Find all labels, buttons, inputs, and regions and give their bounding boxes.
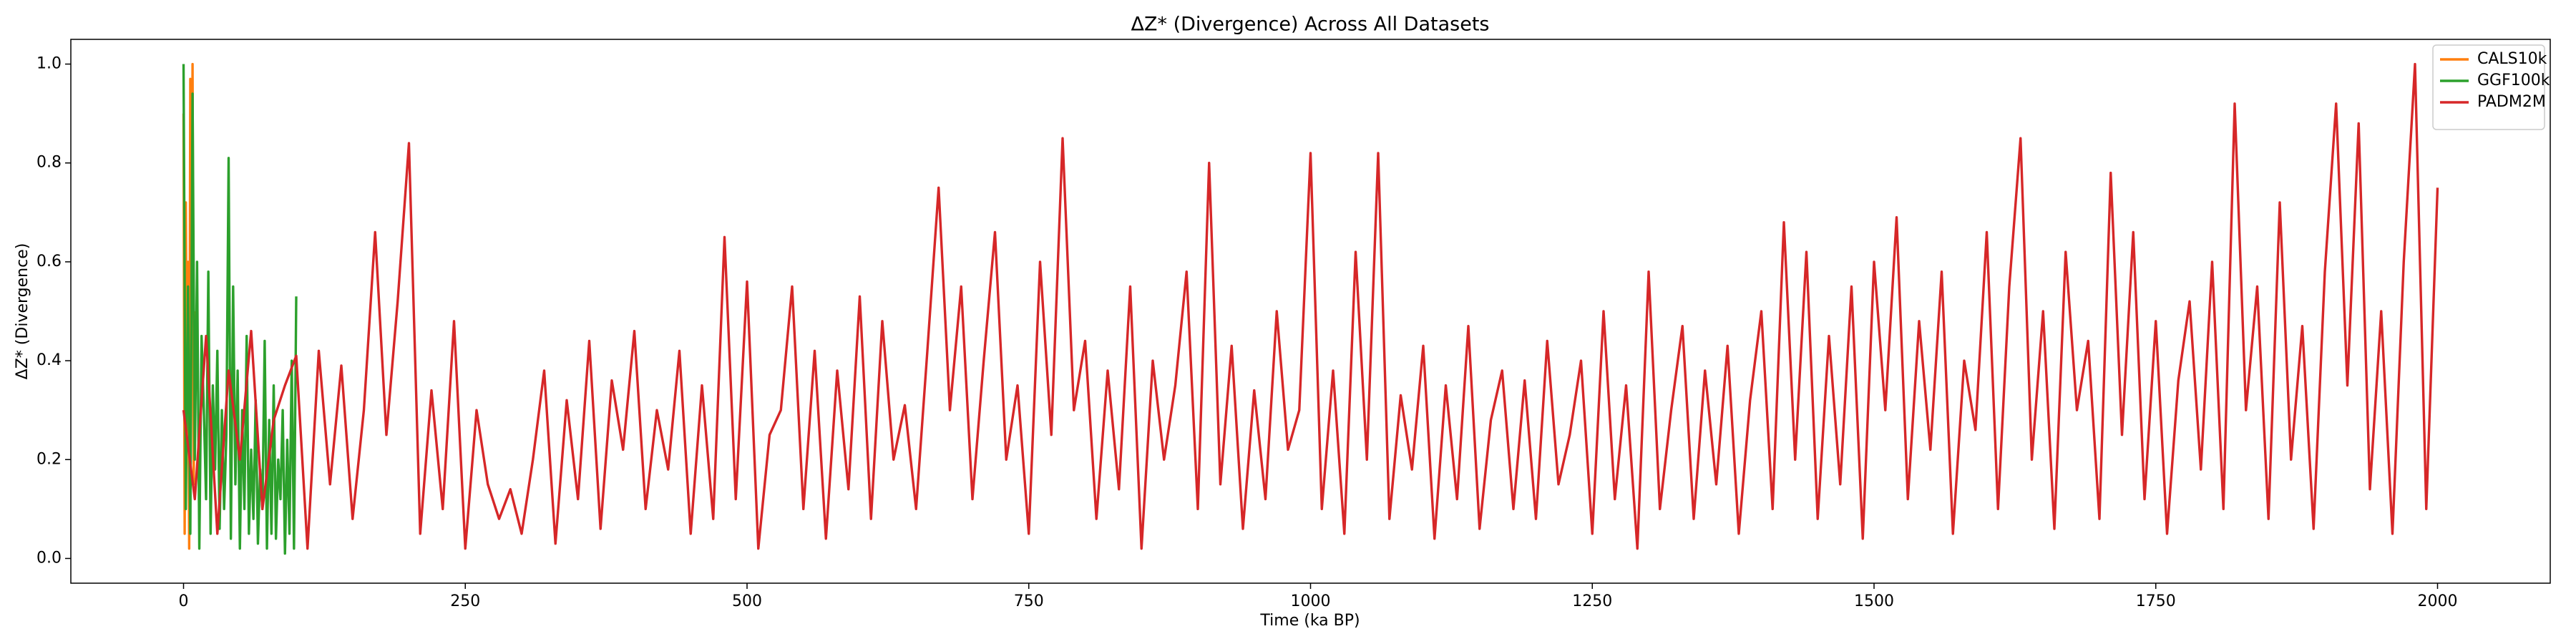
x-tick-label: 1750 — [2136, 592, 2176, 610]
y-axis-label: ΔZ* (Divergence) — [14, 243, 31, 380]
legend-label: CALS10k — [2477, 50, 2547, 68]
x-tick-label: 0 — [179, 592, 189, 610]
data-line — [182, 62, 2439, 550]
y-tick-label: 0.6 — [36, 253, 62, 270]
y-tick-label: 0.8 — [36, 154, 62, 172]
legend-label: PADM2M — [2477, 93, 2546, 111]
x-tick-label: 750 — [1014, 592, 1044, 610]
y-tick-label: 1.0 — [36, 55, 62, 73]
plot-frame — [70, 39, 2551, 584]
chart-title: ΔZ* (Divergence) Across All Datasets — [1131, 14, 1490, 36]
x-tick-label: 1250 — [1572, 592, 1612, 610]
y-tick-label: 0.2 — [36, 450, 62, 468]
x-tick-label: 500 — [732, 592, 762, 610]
x-tick-label: 2000 — [2418, 592, 2458, 610]
x-tick-label: 1000 — [1291, 592, 1331, 610]
y-tick-label: 0.4 — [36, 351, 62, 369]
x-tick-label: 1500 — [1854, 592, 1894, 610]
y-tick-label: 0.0 — [36, 549, 62, 567]
x-tick-label: 250 — [450, 592, 480, 610]
data-line — [182, 64, 298, 555]
x-axis-label: Time (ka BP) — [1259, 612, 1360, 630]
legend: CALS10k GGF100k PADM2M — [2432, 44, 2550, 130]
legend-box — [2432, 44, 2545, 130]
legend-label: GGF100k — [2477, 72, 2550, 89]
